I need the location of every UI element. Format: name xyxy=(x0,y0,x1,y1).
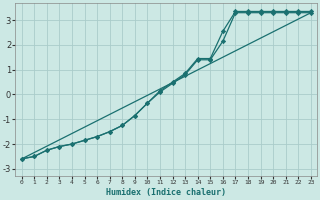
X-axis label: Humidex (Indice chaleur): Humidex (Indice chaleur) xyxy=(106,188,226,197)
